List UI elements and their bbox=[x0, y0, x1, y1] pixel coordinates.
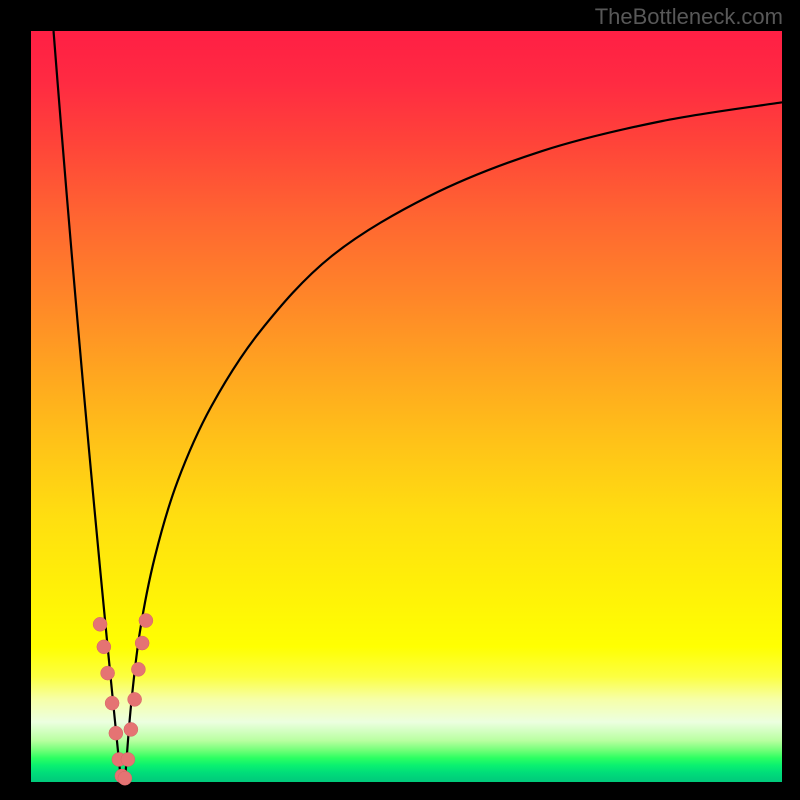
data-marker bbox=[121, 752, 135, 766]
data-marker bbox=[93, 617, 107, 631]
data-marker bbox=[128, 692, 142, 706]
bottleneck-chart: TheBottleneck.com bbox=[0, 0, 800, 800]
watermark-text: TheBottleneck.com bbox=[595, 4, 783, 29]
data-marker bbox=[118, 771, 132, 785]
data-marker bbox=[101, 666, 115, 680]
data-marker bbox=[139, 614, 153, 628]
data-marker bbox=[135, 636, 149, 650]
data-marker bbox=[105, 696, 119, 710]
data-marker bbox=[131, 662, 145, 676]
data-marker bbox=[97, 640, 111, 654]
data-marker bbox=[124, 722, 138, 736]
data-marker bbox=[109, 726, 123, 740]
